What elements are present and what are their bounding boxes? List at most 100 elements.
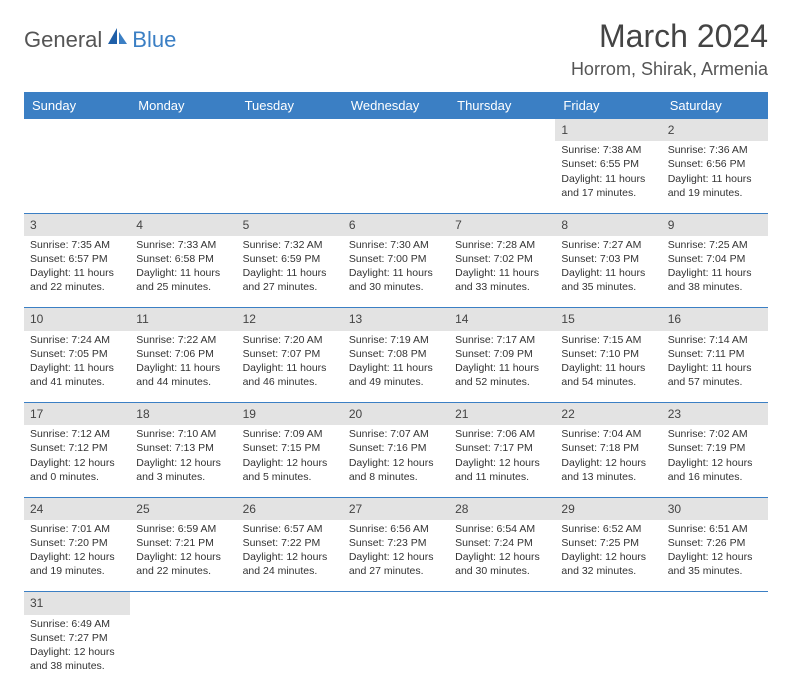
weekday-header: Thursday [449,92,555,119]
sunset-line: Sunset: 7:23 PM [349,536,443,550]
sunrise-line: Sunrise: 7:09 AM [243,427,337,441]
weekday-header: Wednesday [343,92,449,119]
day-content-cell [24,141,130,213]
day-number-cell: 14 [449,308,555,331]
day-number-cell: 15 [555,308,661,331]
day-content-cell: Sunrise: 7:33 AMSunset: 6:58 PMDaylight:… [130,236,236,308]
sunrise-line: Sunrise: 6:49 AM [30,617,124,631]
day-number-row: 3456789 [24,213,768,236]
day-number-cell [237,592,343,615]
day-content-cell: Sunrise: 7:12 AMSunset: 7:12 PMDaylight:… [24,425,130,497]
sunrise-line: Sunrise: 6:54 AM [455,522,549,536]
day-content-cell: Sunrise: 7:14 AMSunset: 7:11 PMDaylight:… [662,331,768,403]
day-content-cell: Sunrise: 7:20 AMSunset: 7:07 PMDaylight:… [237,331,343,403]
day-number-cell: 12 [237,308,343,331]
daylight-line: Daylight: 11 hours and 41 minutes. [30,361,124,389]
day-number-cell: 29 [555,497,661,520]
day-number-cell: 2 [662,119,768,141]
day-number-cell [555,592,661,615]
day-number-row: 10111213141516 [24,308,768,331]
day-number-cell: 19 [237,403,343,426]
day-content-cell [130,141,236,213]
day-number-cell: 18 [130,403,236,426]
day-number-cell: 8 [555,213,661,236]
day-number-cell: 27 [343,497,449,520]
sunrise-line: Sunrise: 7:01 AM [30,522,124,536]
day-content-row: Sunrise: 7:01 AMSunset: 7:20 PM Daylight:… [24,520,768,592]
sunrise-line: Sunrise: 7:17 AM [455,333,549,347]
day-content-cell: Sunrise: 7:24 AMSunset: 7:05 PMDaylight:… [24,331,130,403]
sunset-line: Sunset: 7:13 PM [136,441,230,455]
sunset-line: Sunset: 7:11 PM [668,347,762,361]
day-content-cell: Sunrise: 7:01 AMSunset: 7:20 PMDaylight:… [24,520,130,592]
day-number-row: 12 [24,119,768,141]
sunset-line: Sunset: 7:16 PM [349,441,443,455]
day-content-cell: Sunrise: 7:09 AMSunset: 7:15 PMDaylight:… [237,425,343,497]
sunset-line: Sunset: 7:20 PM [30,536,124,550]
day-number-cell: 23 [662,403,768,426]
day-content-cell [449,141,555,213]
day-number-cell: 30 [662,497,768,520]
day-content-cell [449,615,555,687]
sunset-line: Sunset: 7:26 PM [668,536,762,550]
daylight-line: Daylight: 12 hours and 8 minutes. [349,456,443,484]
day-number-cell: 25 [130,497,236,520]
day-content-row: Sunrise: 7:38 AMSunset: 6:55 PMDaylight:… [24,141,768,213]
sunrise-line: Sunrise: 7:02 AM [668,427,762,441]
day-number-cell: 9 [662,213,768,236]
day-content-cell: Sunrise: 7:27 AMSunset: 7:03 PMDaylight:… [555,236,661,308]
sunrise-line: Sunrise: 7:04 AM [561,427,655,441]
logo-text-blue: Blue [132,27,176,53]
calendar: SundayMondayTuesdayWednesdayThursdayFrid… [24,92,768,687]
day-number-cell: 1 [555,119,661,141]
sunset-line: Sunset: 7:03 PM [561,252,655,266]
sunrise-line: Sunrise: 7:14 AM [668,333,762,347]
weekday-header: Saturday [662,92,768,119]
daylight-line: Daylight: 11 hours and 57 minutes. [668,361,762,389]
sunrise-line: Sunrise: 7:32 AM [243,238,337,252]
sunset-line: Sunset: 7:04 PM [668,252,762,266]
day-number-cell: 6 [343,213,449,236]
day-number-cell [343,119,449,141]
sunset-line: Sunset: 7:24 PM [455,536,549,550]
day-content-cell [662,615,768,687]
daylight-line: Daylight: 11 hours and 54 minutes. [561,361,655,389]
daylight-line: Daylight: 11 hours and 17 minutes. [561,172,655,200]
day-content-cell [130,615,236,687]
day-number-cell: 31 [24,592,130,615]
day-number-cell [130,592,236,615]
sunrise-line: Sunrise: 7:06 AM [455,427,549,441]
logo-text-general: General [24,27,102,53]
day-content-row: Sunrise: 6:49 AMSunset: 7:27 PMDaylight:… [24,615,768,687]
daylight-line: Daylight: 12 hours and 35 minutes. [668,550,762,578]
sunrise-line: Sunrise: 7:30 AM [349,238,443,252]
daylight-line: Daylight: 12 hours and 30 minutes. [455,550,549,578]
daylight-line: Daylight: 11 hours and 49 minutes. [349,361,443,389]
sunset-line: Sunset: 7:00 PM [349,252,443,266]
sunrise-line: Sunrise: 7:12 AM [30,427,124,441]
day-content-cell: Sunrise: 6:54 AMSunset: 7:24 PMDaylight:… [449,520,555,592]
day-number-cell [237,119,343,141]
sunset-line: Sunset: 7:27 PM [30,631,124,645]
daylight-line: Daylight: 11 hours and 46 minutes. [243,361,337,389]
sunset-line: Sunset: 6:57 PM [30,252,124,266]
day-number-cell [24,119,130,141]
sunrise-line: Sunrise: 7:38 AM [561,143,655,157]
day-content-row: Sunrise: 7:12 AMSunset: 7:12 PMDaylight:… [24,425,768,497]
weekday-header: Sunday [24,92,130,119]
day-content-cell: Sunrise: 6:51 AMSunset: 7:26 PMDaylight:… [662,520,768,592]
day-content-cell: Sunrise: 7:38 AMSunset: 6:55 PMDaylight:… [555,141,661,213]
sunset-line: Sunset: 7:09 PM [455,347,549,361]
day-number-cell [449,592,555,615]
sunset-line: Sunset: 7:07 PM [243,347,337,361]
day-content-row: Sunrise: 7:35 AMSunset: 6:57 PMDaylight:… [24,236,768,308]
daylight-line: Daylight: 12 hours and 22 minutes. [136,550,230,578]
day-number-cell: 4 [130,213,236,236]
title-block: March 2024 Horrom, Shirak, Armenia [571,18,768,80]
day-content-cell: Sunrise: 7:04 AMSunset: 7:18 PMDaylight:… [555,425,661,497]
day-number-cell: 21 [449,403,555,426]
daylight-line: Daylight: 12 hours and 16 minutes. [668,456,762,484]
day-number-cell: 7 [449,213,555,236]
day-number-cell: 17 [24,403,130,426]
day-content-row: Sunrise: 7:24 AMSunset: 7:05 PMDaylight:… [24,331,768,403]
